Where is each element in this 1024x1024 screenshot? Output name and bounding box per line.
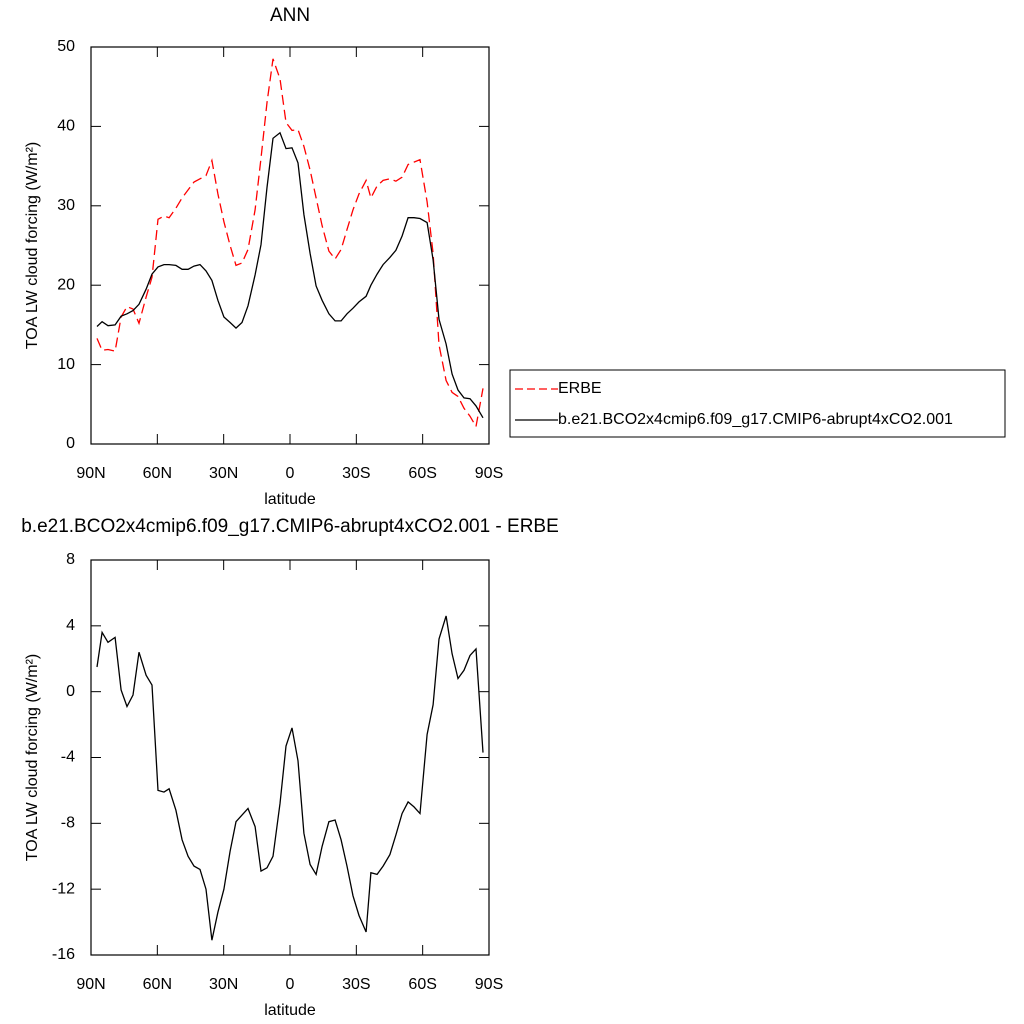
y-tick-label: 30 — [57, 197, 75, 214]
y-tick-label: 0 — [66, 683, 75, 700]
x-tick-label: 60S — [408, 976, 436, 993]
x-tick-label: 30S — [342, 976, 370, 993]
y-tick-label: -16 — [52, 946, 75, 963]
x-tick-label: 30S — [342, 465, 370, 482]
legend-box — [509, 369, 1006, 438]
x-tick-label: 90N — [76, 976, 105, 993]
y-tick-label: 40 — [57, 118, 75, 135]
data-line — [96, 615, 484, 941]
y-tick-label: -4 — [61, 749, 75, 766]
y-tick-label: 20 — [57, 276, 75, 293]
y-tick-label: -8 — [61, 815, 75, 832]
legend-label: ERBE — [558, 380, 602, 397]
x-tick-label: 30N — [209, 976, 238, 993]
x-tick-label: 0 — [286, 465, 295, 482]
x-tick-label: 90S — [475, 976, 503, 993]
x-tick-label: 0 — [286, 976, 295, 993]
data-line — [96, 131, 484, 419]
y-axis-label: TOA LW cloud forcing (W/m²) — [24, 142, 41, 349]
x-tick-label: 90N — [76, 465, 105, 482]
x-axis-label: latitude — [264, 1002, 316, 1019]
y-tick-label: 10 — [57, 356, 75, 373]
y-axis-label: TOA LW cloud forcing (W/m²) — [24, 654, 41, 861]
plot-frame — [90, 559, 490, 956]
data-line — [96, 58, 484, 429]
y-tick-label: 50 — [57, 38, 75, 55]
x-tick-label: 60S — [408, 465, 436, 482]
y-tick-label: -12 — [52, 880, 75, 897]
y-tick-label: 4 — [66, 617, 75, 634]
x-tick-label: 60N — [143, 976, 172, 993]
x-tick-label: 90S — [475, 465, 503, 482]
plot-frame — [90, 46, 490, 445]
chart-title: b.e21.BCO2x4cmip6.f09_g17.CMIP6-abrupt4x… — [21, 516, 559, 537]
x-tick-label: 60N — [143, 465, 172, 482]
x-tick-label: 30N — [209, 465, 238, 482]
chart-title: ANN — [270, 5, 310, 26]
y-tick-label: 8 — [66, 551, 75, 568]
y-tick-label: 0 — [66, 435, 75, 452]
legend-label: b.e21.BCO2x4cmip6.f09_g17.CMIP6-abrupt4x… — [558, 411, 953, 428]
x-axis-label: latitude — [264, 491, 316, 508]
